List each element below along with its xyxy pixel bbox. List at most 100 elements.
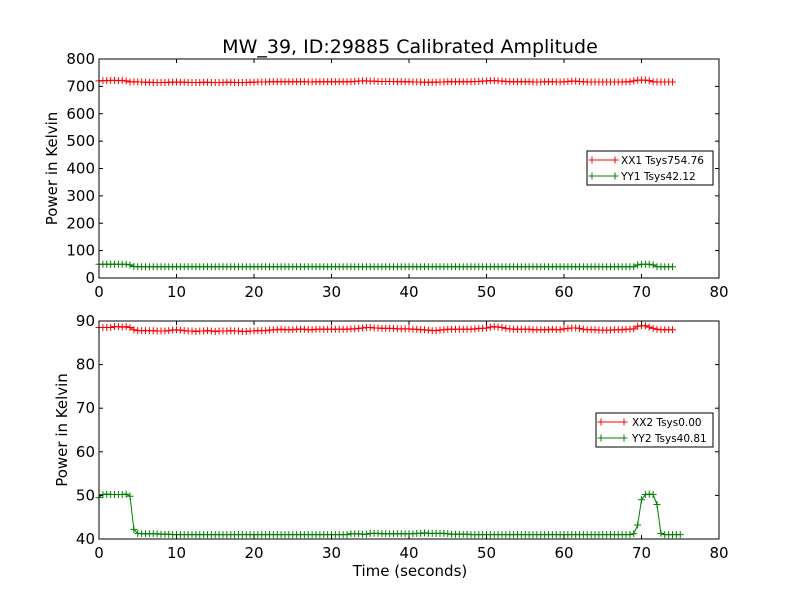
data-point <box>122 323 130 331</box>
data-point <box>669 326 676 334</box>
legend-label: YY1 Tsys42.12 <box>620 171 696 183</box>
data-point <box>556 326 564 334</box>
bottom-series-markers-2 <box>96 491 684 539</box>
data-point <box>130 525 138 533</box>
y-tick-label: 40 <box>76 530 95 548</box>
x-tick-label: 10 <box>167 283 186 301</box>
data-point <box>641 322 649 330</box>
y-tick-label: 700 <box>66 77 95 95</box>
data-point <box>676 531 684 539</box>
y-tick-label: 90 <box>76 312 95 330</box>
top-series-markers-2 <box>96 260 676 271</box>
legend-marker-sample <box>597 434 628 442</box>
x-axis-label: Time (seconds) <box>352 562 468 580</box>
data-point <box>107 324 115 332</box>
data-point <box>653 501 661 509</box>
data-point <box>122 77 130 85</box>
data-point <box>626 531 634 539</box>
y-tick-label: 60 <box>76 443 95 461</box>
y-tick-label: 200 <box>66 214 95 232</box>
x-tick-label: 20 <box>244 283 263 301</box>
x-tick-label: 40 <box>399 283 418 301</box>
data-point <box>649 261 657 269</box>
y-tick-label: 400 <box>66 160 95 178</box>
data-point <box>126 324 134 332</box>
top-legend: XX1 Tsys754.76 YY1 Tsys42.12 <box>586 150 714 186</box>
x-tick-label: 60 <box>554 544 573 562</box>
top-axes: 0 10 20 30 40 50 60 70 8001002003004005006007008… <box>43 50 729 301</box>
data-point <box>669 263 676 271</box>
data-point <box>657 529 665 537</box>
data-point <box>645 323 653 331</box>
data-point <box>362 530 370 538</box>
x-tick-label: 70 <box>632 283 651 301</box>
y-tick-label: 300 <box>66 187 95 205</box>
data-point <box>483 324 490 332</box>
top-legend-box <box>586 150 714 186</box>
y-tick-label: 100 <box>66 242 95 260</box>
y-tick-label: 0 <box>85 269 95 287</box>
data-point <box>638 496 645 504</box>
bottom-series-markers-1 <box>96 322 676 335</box>
x-tick-label: 20 <box>244 544 263 562</box>
y-tick-label: 800 <box>66 50 95 68</box>
x-tick-label: 80 <box>709 544 728 562</box>
x-tick-label: 60 <box>554 283 573 301</box>
data-point <box>626 78 634 86</box>
data-point <box>630 263 638 271</box>
legend-label: XX1 Tsys754.76 <box>621 155 704 167</box>
y-tick-label: 70 <box>76 399 95 417</box>
x-tick-label: 80 <box>709 283 728 301</box>
x-tick-label: 30 <box>322 283 341 301</box>
data-point <box>122 260 130 268</box>
data-point <box>576 324 583 332</box>
x-tick-label: 70 <box>632 544 651 562</box>
y-tick-label: 80 <box>76 356 95 374</box>
x-tick-label: 10 <box>167 544 186 562</box>
data-point <box>130 326 138 334</box>
bottom-y-axis-label: Power in Kelvin <box>53 373 71 487</box>
bottom-legend: XX2 Tsys0.00 YY2 Tsys40.81 <box>595 412 714 448</box>
bottom-legend-box <box>595 412 714 448</box>
legend-marker-sample <box>588 172 619 180</box>
data-point <box>634 261 642 269</box>
data-point <box>630 530 638 538</box>
data-point <box>630 77 638 85</box>
data-point <box>122 490 130 498</box>
bottom-axes-ticks: 0 10 20 30 40 50 60 70 80 40 50 60 70 80 90 <box>76 312 729 562</box>
data-point <box>634 521 642 529</box>
x-tick-label: 30 <box>322 544 341 562</box>
data-point <box>649 491 657 499</box>
legend-marker-sample <box>597 418 628 426</box>
x-tick-label: 50 <box>477 283 496 301</box>
data-point <box>126 492 134 500</box>
x-tick-label: 0 <box>94 544 104 562</box>
top-plot-series <box>96 76 676 271</box>
x-tick-label: 50 <box>477 544 496 562</box>
y-tick-label: 600 <box>66 105 95 123</box>
y-tick-label: 500 <box>66 132 95 150</box>
data-point <box>645 260 653 268</box>
top-series-markers-1 <box>96 76 676 87</box>
data-point <box>126 261 134 269</box>
data-point <box>641 76 649 84</box>
top-axes-ticks: 0 10 20 30 40 50 60 70 8001002003004005006007008… <box>66 50 728 301</box>
legend-marker-sample <box>588 156 619 164</box>
legend-label: YY2 Tsys40.81 <box>631 433 707 445</box>
bottom-series-line-2 <box>98 493 681 536</box>
data-point <box>118 76 126 84</box>
figure-title: MW_39, ID:29885 Calibrated Amplitude <box>222 36 598 58</box>
legend-label: XX2 Tsys0.00 <box>632 417 702 429</box>
data-point <box>649 324 657 332</box>
data-point <box>343 531 351 539</box>
data-point <box>645 77 653 85</box>
x-tick-label: 40 <box>399 544 418 562</box>
data-point <box>498 324 506 332</box>
x-tick-label: 0 <box>94 283 104 301</box>
data-point <box>669 78 676 86</box>
top-y-axis-label: Power in Kelvin <box>43 112 61 226</box>
y-tick-label: 50 <box>76 486 95 504</box>
bottom-axes: 0 10 20 30 40 50 60 70 80 40 50 60 70 80 90 Power in K… <box>53 312 729 580</box>
data-point <box>630 325 638 333</box>
